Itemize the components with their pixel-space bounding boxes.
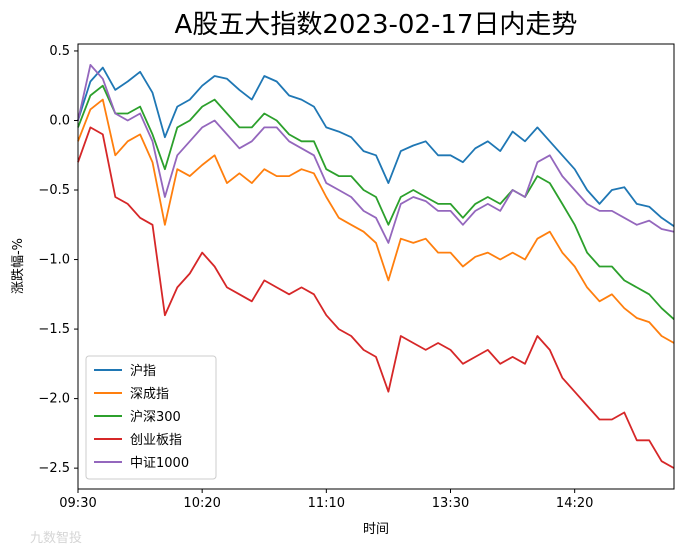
y-tick-label: −1.5	[38, 322, 70, 337]
y-tick-label: −0.5	[38, 183, 70, 198]
x-tick-label: 11:10	[308, 496, 345, 511]
watermark-text: 九数智投	[30, 530, 82, 546]
legend-box	[85, 355, 217, 480]
legend-label: 沪指	[130, 363, 156, 379]
x-tick-label: 14:20	[556, 496, 593, 511]
chart-title: A股五大指数2023-02-17日内走势	[175, 10, 578, 40]
x-tick-label: 09:30	[59, 496, 96, 511]
series-line-5	[77, 64, 675, 244]
plot-area	[77, 64, 675, 469]
series-line-2	[77, 98, 675, 344]
series-line-1	[77, 66, 675, 227]
axes-frame	[77, 43, 675, 490]
axis-ticks: 09:30 10:20 11:10 13:30 14:20 0.5 0.0 −0.5 −1.0 −…	[38, 44, 593, 511]
series-line-3	[77, 84, 675, 320]
legend-label: 创业板指	[130, 433, 182, 448]
legend-label: 深成指	[130, 387, 169, 402]
y-tick-label: −2.0	[38, 392, 70, 407]
y-axis-label: 涨跌幅-%	[10, 238, 26, 294]
y-tick-label: 0.5	[49, 44, 70, 59]
y-tick-label: −1.0	[38, 253, 70, 268]
legend-label: 沪深300	[130, 409, 181, 425]
x-axis-label: 时间	[363, 522, 389, 537]
series-line-4	[77, 126, 675, 469]
legend-label: 中证1000	[130, 456, 189, 471]
y-tick-label: −2.5	[38, 461, 70, 476]
x-tick-label: 10:20	[183, 496, 220, 511]
x-tick-label: 13:30	[432, 496, 469, 511]
y-tick-label: 0.0	[49, 113, 70, 128]
